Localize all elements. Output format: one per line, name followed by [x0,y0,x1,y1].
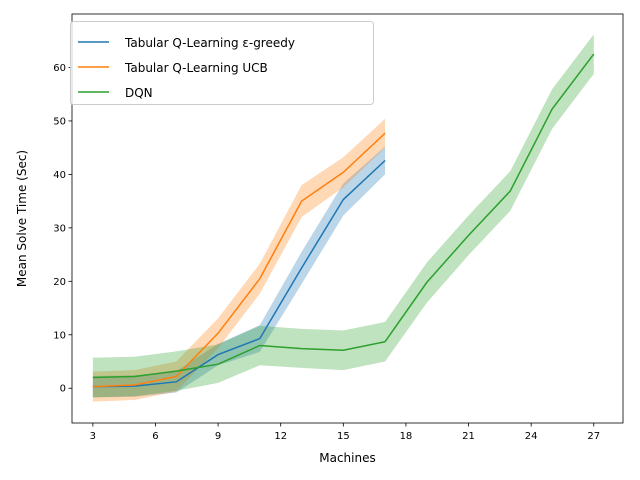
legend-box [70,21,374,105]
y-tick-label: 60 [53,63,66,74]
confidence-band-1 [92,118,386,402]
legend-label-2: DQN [125,86,153,100]
x-tick-label: 9 [215,431,221,442]
x-tick-label: 24 [525,431,538,442]
legend-label-0: Tabular Q-Learning ε-greedy [124,36,295,50]
y-tick-label: 10 [53,330,66,341]
plot-frame [71,13,624,424]
legend-label-1: Tabular Q-Learning UCB [124,61,268,75]
y-tick-label: 40 [53,170,66,181]
series-line-1 [92,132,386,388]
x-tick-label: 27 [587,431,600,442]
legend: Tabular Q-Learning ε-greedy Tabular Q-Lea… [70,21,374,105]
confidence-band-2 [92,34,594,398]
x-tick-label: 18 [400,431,413,442]
x-tick-label: 15 [337,431,350,442]
x-tick-label: 6 [152,431,158,442]
y-tick-label: 50 [53,116,66,127]
y-axis-label: Mean Solve Time (Sec) [15,150,29,287]
x-axis-label: Machines [319,451,375,465]
x-axis-ticks: 3 6 9 12 15 18 21 24 27 [90,423,600,442]
series-line-2 [92,53,595,379]
y-tick-label: 0 [60,384,66,395]
x-tick-label: 12 [274,431,287,442]
x-tick-label: 21 [462,431,475,442]
series-lines [92,53,595,388]
y-tick-label: 20 [53,277,66,288]
y-tick-label: 30 [53,223,66,234]
x-tick-label: 3 [90,431,96,442]
y-axis-ticks: 0 10 20 30 40 50 60 [53,63,72,395]
series-line-0 [92,159,386,388]
